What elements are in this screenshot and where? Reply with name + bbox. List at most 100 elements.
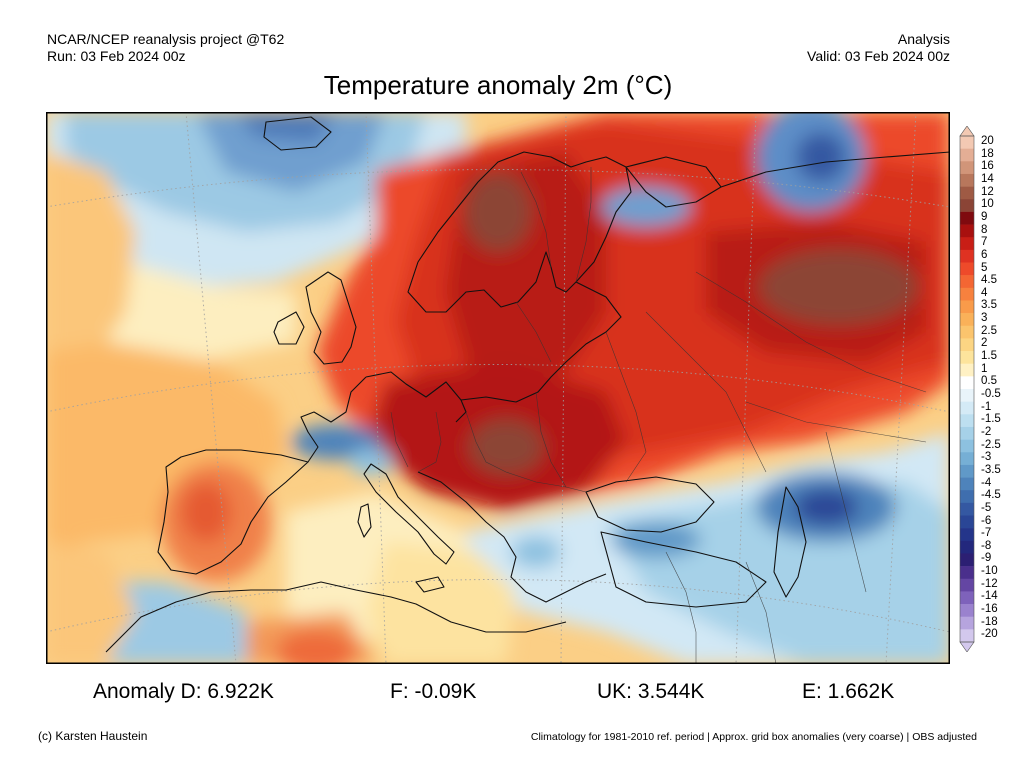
colorbar-swatch — [960, 186, 974, 200]
colorbar-label: 3 — [981, 312, 988, 325]
colorbar-label: 3.5 — [981, 299, 997, 312]
colorbar-label: -3 — [981, 451, 992, 464]
colorbar-label: -2.5 — [981, 438, 1001, 451]
colorbar-swatch — [960, 249, 974, 263]
colorbar-frame — [959, 135, 975, 643]
coastlines — [105, 116, 950, 653]
colorbar-swatch — [960, 401, 974, 415]
colorbar-swatch — [960, 540, 974, 554]
copyright-credit: (c) Karsten Haustein — [38, 729, 148, 743]
colorbar-swatch — [960, 148, 974, 162]
colorbar-swatch — [960, 199, 974, 213]
colorbar-label: 8 — [981, 223, 988, 236]
colorbar-swatch — [960, 338, 974, 352]
colorbar-swatch — [960, 553, 974, 567]
colorbar-label: -1.5 — [981, 413, 1001, 426]
colorbar-swatch — [960, 275, 974, 289]
map-title: Temperature anomaly 2m (°C) — [323, 70, 673, 100]
colorbar-label: -5 — [981, 501, 992, 514]
colorbar-label: -18 — [981, 615, 998, 628]
colorbar-label: -3.5 — [981, 463, 1001, 476]
run-time: Run: 03 Feb 2024 00z — [47, 48, 186, 64]
colorbar-label: 6 — [981, 248, 988, 261]
colorbar-swatch — [960, 464, 974, 478]
colorbar-label: 5 — [981, 261, 988, 274]
colorbar-label: -2 — [981, 425, 992, 438]
colorbar-swatch — [960, 136, 974, 149]
colorbar-swatch — [960, 502, 974, 516]
colorbar-label: 1 — [981, 362, 988, 375]
colorbar-label: -16 — [981, 603, 998, 616]
colorbar-label: 0.5 — [981, 375, 997, 388]
colorbar-label: 4.5 — [981, 274, 997, 287]
colorbar-label: -8 — [981, 539, 992, 552]
colorbar-label: 2.5 — [981, 324, 997, 337]
colorbar-swatch — [960, 426, 974, 440]
temperature-anomaly-map — [46, 112, 950, 664]
colorbar-swatch — [960, 389, 974, 402]
colorbar-swatch — [960, 616, 974, 630]
analysis-label: Analysis — [897, 31, 950, 47]
colorbar-label: -6 — [981, 514, 992, 527]
colorbar-label: 12 — [981, 185, 994, 198]
colorbar-bottom-arrow — [959, 641, 975, 652]
colorbar-top-arrow — [959, 126, 975, 137]
map-frame — [46, 112, 950, 664]
colorbar-swatch — [960, 452, 974, 466]
colorbar-label: -0.5 — [981, 388, 1001, 400]
colorbar-swatch — [960, 528, 974, 542]
anomaly-spain: E: 1.662K — [802, 680, 895, 703]
colorbar-swatch — [960, 325, 974, 339]
colorbar-swatch — [960, 224, 974, 238]
graticule — [46, 112, 950, 664]
colorbar-swatch — [960, 262, 974, 276]
colorbar-swatch — [960, 313, 974, 327]
colorbar-label: 14 — [981, 172, 994, 185]
colorbar-label: 4 — [981, 286, 988, 299]
colorbar-swatch — [960, 515, 974, 529]
colorbar-swatch — [960, 439, 974, 453]
valid-time: Valid: 03 Feb 2024 00z — [807, 48, 950, 64]
colorbar-label: -20 — [981, 628, 998, 641]
colorbar-label: 2 — [981, 337, 988, 350]
colorbar-label: -4.5 — [981, 489, 1001, 502]
colorbar-swatch — [960, 300, 974, 314]
colorbar-label: 20 — [981, 135, 994, 147]
colorbar-swatch — [960, 490, 974, 504]
colorbar-swatch — [960, 604, 974, 617]
anomaly-field — [46, 112, 950, 664]
colorbar-label: 9 — [981, 210, 988, 223]
colorbar-label: -10 — [981, 565, 998, 578]
colorbar-label: -14 — [981, 590, 998, 603]
colorbar-swatch — [960, 629, 974, 643]
colorbar — [959, 126, 975, 652]
colorbar-swatch — [960, 363, 974, 377]
anomaly-germany: Anomaly D: 6.922K — [93, 680, 274, 703]
colorbar-swatch — [960, 211, 974, 225]
colorbar-label: 18 — [981, 147, 994, 160]
colorbar-swatch — [960, 578, 974, 592]
climatology-note: Climatology for 1981-2010 ref. period | … — [530, 731, 977, 743]
colorbar-swatch — [960, 477, 974, 491]
colorbar-swatch — [960, 351, 974, 364]
colorbar-swatch — [960, 414, 974, 428]
colorbar-label: 1.5 — [981, 350, 997, 363]
anomaly-france: F: -0.09K — [390, 680, 477, 703]
colorbar-label: 16 — [981, 160, 994, 173]
colorbar-swatch — [960, 161, 974, 175]
anomaly-uk: UK: 3.544K — [597, 680, 705, 703]
colorbar-swatch — [960, 566, 974, 580]
colorbar-swatch — [960, 173, 974, 187]
colorbar-label: -4 — [981, 476, 992, 489]
colorbar-swatch — [960, 376, 974, 390]
colorbar-swatch — [960, 287, 974, 301]
country-borders — [390, 167, 927, 664]
colorbar-label: -7 — [981, 527, 992, 540]
colorbar-swatch — [960, 237, 974, 251]
colorbar-label: -1 — [981, 400, 992, 413]
colorbar-label: -12 — [981, 577, 998, 590]
colorbar-label: -9 — [981, 552, 992, 565]
model-name: NCAR/NCEP reanalysis project @T62 — [47, 31, 285, 47]
colorbar-swatch — [960, 591, 974, 605]
colorbar-label: 7 — [981, 236, 988, 249]
